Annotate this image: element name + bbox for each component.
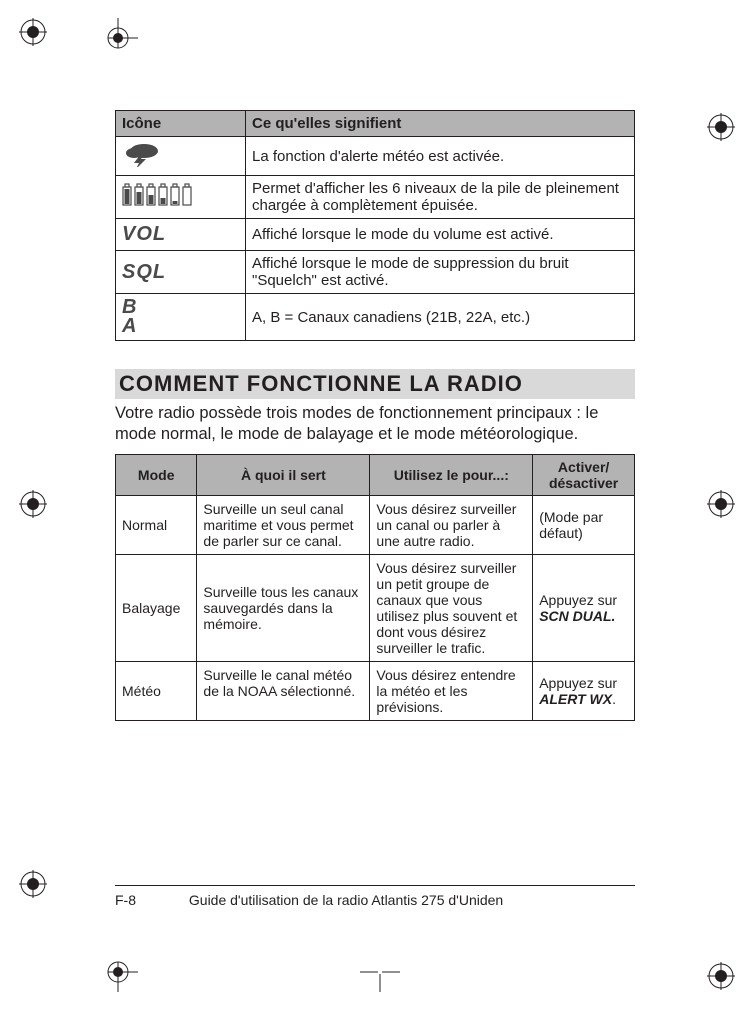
vol-icon-cell: VOL — [116, 219, 246, 251]
activate-button-label: ALERT WX — [539, 691, 612, 707]
guide-title: Guide d'utilisation de la radio Atlantis… — [189, 892, 503, 908]
purpose-header: À quoi il sert — [197, 455, 370, 496]
sql-meaning: Affiché lorsque le mode de suppression d… — [246, 251, 635, 294]
crop-mark-top — [98, 18, 138, 58]
table-row: Météo Surveille le canal météo de la NOA… — [116, 662, 635, 721]
crop-mark-bl — [98, 952, 138, 992]
registration-mark-mr — [707, 490, 735, 523]
activate-text: Appuyez sur — [539, 675, 617, 691]
mode-cell: Normal — [116, 496, 197, 555]
page-footer: F-8 Guide d'utilisation de la radio Atla… — [115, 885, 635, 908]
ba-meaning: A, B = Canaux canadiens (21B, 22A, etc.) — [246, 294, 635, 341]
table-row: SQL Affiché lorsque le mode de suppressi… — [116, 251, 635, 294]
meaning-header: Ce qu'elles signifient — [246, 111, 635, 137]
use-cell: Vous désirez surveiller un petit groupe … — [370, 555, 533, 662]
use-cell: Vous désirez entendre la météo et les pr… — [370, 662, 533, 721]
mode-cell: Balayage — [116, 555, 197, 662]
registration-mark-tr — [707, 113, 735, 146]
weather-alert-icon — [122, 141, 162, 167]
ba-label: BA — [122, 298, 239, 336]
section-title: COMMENT FONCTIONNE LA RADIO — [115, 369, 635, 399]
page-content: Icône Ce qu'elles signifient La fonction… — [115, 110, 635, 721]
table-row: VOL Affiché lorsque le mode du volume es… — [116, 219, 635, 251]
crop-mark-bc — [360, 952, 400, 992]
registration-mark-br — [707, 962, 735, 995]
battery-meaning: Permet d'afficher les 6 niveaux de la pi… — [246, 176, 635, 219]
table-row: La fonction d'alerte météo est activée. — [116, 137, 635, 176]
table-header-row: Icône Ce qu'elles signifient — [116, 111, 635, 137]
vol-label: VOL — [122, 223, 166, 245]
mode-cell: Météo — [116, 662, 197, 721]
intro-paragraph: Votre radio possède trois modes de fonct… — [115, 403, 635, 444]
modes-table: Mode À quoi il sert Utilisez le pour...:… — [115, 454, 635, 721]
table-row: Permet d'afficher les 6 niveaux de la pi… — [116, 176, 635, 219]
weather-icon-cell — [116, 137, 246, 176]
sql-label: SQL — [122, 261, 166, 283]
registration-mark-bl — [19, 870, 47, 903]
page-number: F-8 — [115, 892, 185, 908]
use-header: Utilisez le pour...: — [370, 455, 533, 496]
sql-icon-cell: SQL — [116, 251, 246, 294]
vol-meaning: Affiché lorsque le mode du volume est ac… — [246, 219, 635, 251]
activate-text: Appuyez sur — [539, 592, 617, 608]
registration-mark-tl — [19, 18, 47, 51]
battery-icon-cell — [116, 176, 246, 219]
purpose-cell: Surveille tous les canaux sauvegardés da… — [197, 555, 370, 662]
activate-cell: Appuyez sur ALERT WX. — [533, 662, 635, 721]
purpose-cell: Surveille le canal météo de la NOAA séle… — [197, 662, 370, 721]
weather-meaning: La fonction d'alerte météo est activée. — [246, 137, 635, 176]
battery-levels-icon — [122, 181, 194, 209]
mode-header: Mode — [116, 455, 197, 496]
activate-text: (Mode par défaut) — [539, 509, 603, 541]
ba-icon-cell: BA — [116, 294, 246, 341]
use-cell: Vous désirez surveiller un canal ou parl… — [370, 496, 533, 555]
purpose-cell: Surveille un seul canal maritime et vous… — [197, 496, 370, 555]
table-row: Balayage Surveille tous les canaux sauve… — [116, 555, 635, 662]
activate-cell: Appuyez sur SCN DUAL. — [533, 555, 635, 662]
table-row: Normal Surveille un seul canal maritime … — [116, 496, 635, 555]
activate-suffix: . — [612, 691, 616, 707]
table-row: BA A, B = Canaux canadiens (21B, 22A, et… — [116, 294, 635, 341]
activate-header: Activer/ désactiver — [533, 455, 635, 496]
activate-button-label: SCN DUAL. — [539, 608, 615, 624]
table-header-row: Mode À quoi il sert Utilisez le pour...:… — [116, 455, 635, 496]
activate-cell: (Mode par défaut) — [533, 496, 635, 555]
registration-mark-ml — [19, 490, 47, 523]
icon-table: Icône Ce qu'elles signifient La fonction… — [115, 110, 635, 341]
icon-header: Icône — [116, 111, 246, 137]
